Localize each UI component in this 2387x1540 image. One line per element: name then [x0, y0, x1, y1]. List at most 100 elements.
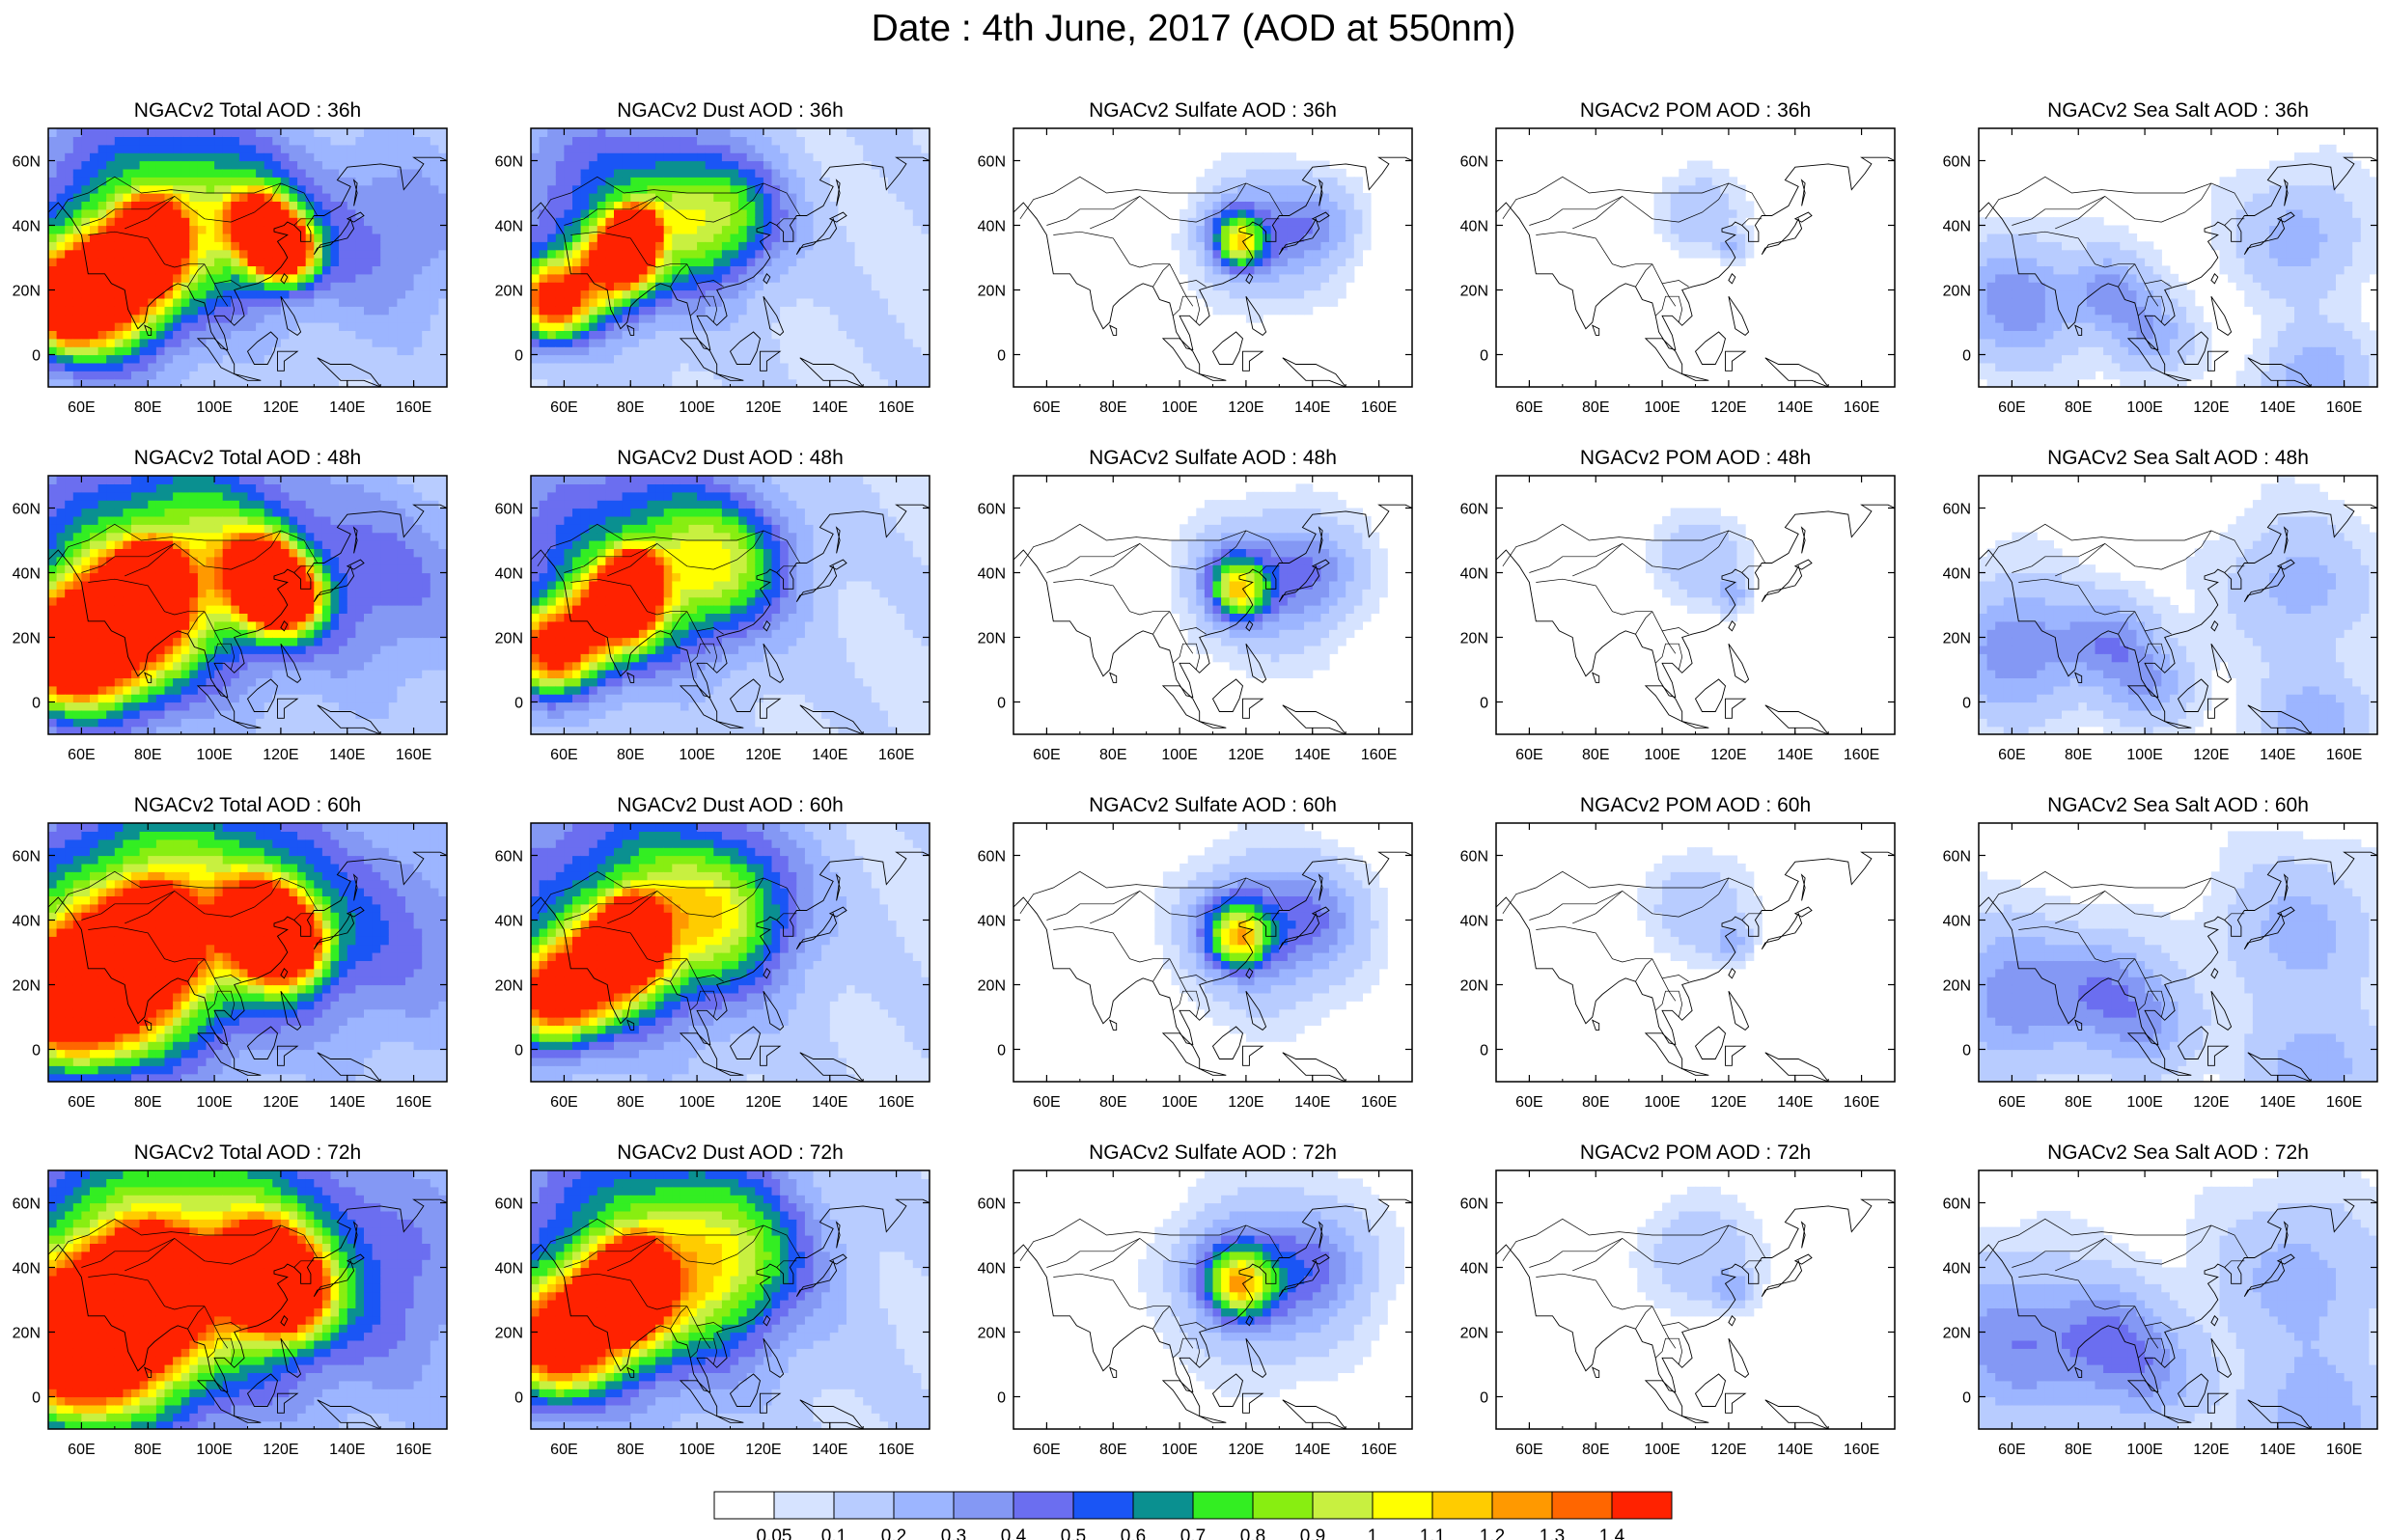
aod-cell	[372, 297, 381, 307]
aod-cell	[422, 177, 431, 186]
aod-cell	[672, 338, 681, 347]
aod-cell	[589, 168, 598, 178]
aod-cell	[372, 225, 381, 234]
aod-cell	[56, 726, 66, 734]
aod-cell	[630, 354, 640, 364]
aod-cell	[713, 249, 723, 259]
aod-cell	[2352, 265, 2362, 275]
aod-cell	[539, 144, 548, 153]
aod-cell	[2344, 289, 2353, 299]
aod-cell	[555, 289, 565, 299]
aod-cell	[647, 354, 656, 364]
aod-cell	[56, 273, 66, 283]
aod-cell	[547, 249, 557, 259]
aod-cell	[638, 144, 649, 153]
aod-cell	[1229, 306, 1238, 316]
aod-cell	[1295, 241, 1305, 251]
aod-cell	[2352, 273, 2362, 283]
aod-cell	[2152, 354, 2162, 364]
aod-cell	[372, 306, 381, 316]
aod-cell	[1662, 225, 1672, 234]
aod-cell	[2028, 314, 2038, 323]
aod-cell	[1204, 168, 1214, 178]
aod-cell	[647, 241, 656, 251]
aod-cell	[1196, 258, 1206, 266]
aod-cell	[256, 208, 265, 218]
aod-cell	[2086, 265, 2096, 275]
aod-cell	[2318, 241, 2328, 251]
aod-cell	[180, 193, 190, 202]
aod-cell	[297, 168, 307, 178]
aod-cell	[1287, 249, 1297, 259]
aod-cell	[1695, 217, 1705, 227]
aod-cell	[180, 144, 190, 153]
aod-cell	[672, 136, 681, 146]
aod-cell	[1745, 208, 1755, 218]
aod-cell	[264, 338, 273, 347]
aod-cell	[1270, 184, 1280, 194]
aod-cell	[65, 677, 74, 687]
aod-cell	[330, 168, 340, 178]
aod-cell	[106, 322, 116, 331]
aod-cell	[173, 160, 182, 170]
aod-cell	[2161, 362, 2171, 371]
aod-cell	[1986, 314, 1996, 323]
aod-cell	[1337, 241, 1346, 251]
aod-cell	[1329, 297, 1339, 307]
aod-cell	[430, 168, 439, 178]
aod-cell	[131, 362, 141, 371]
island-outline	[1278, 217, 1320, 255]
aod-cell	[2194, 314, 2204, 323]
aod-cell	[65, 653, 74, 663]
aod-cell	[2028, 371, 2038, 380]
aod-cell	[2127, 362, 2138, 371]
aod-cell	[572, 168, 582, 178]
aod-cell	[630, 306, 640, 316]
aod-cell	[189, 177, 199, 186]
aod-cell	[2012, 289, 2021, 299]
aod-cell	[2145, 306, 2154, 316]
aod-cell	[372, 265, 381, 275]
lat-tick-label: 60N	[1943, 154, 1971, 171]
aod-cell	[123, 144, 132, 153]
aod-cell	[796, 362, 806, 371]
aod-cell	[339, 128, 348, 137]
aod-cell	[829, 354, 839, 364]
aod-cell	[289, 201, 298, 210]
aod-cell	[339, 168, 348, 178]
aod-cell	[131, 354, 141, 364]
aod-cell	[1995, 249, 2005, 259]
aod-cell	[139, 378, 149, 387]
aod-cell	[1312, 258, 1321, 266]
aod-cell	[896, 354, 905, 364]
aod-cell	[197, 362, 208, 371]
aod-cell	[264, 289, 273, 299]
aod-cell	[796, 371, 806, 380]
aod-cell	[148, 249, 157, 259]
aod-cell	[2252, 354, 2262, 364]
aod-cell	[164, 354, 174, 364]
aod-cell	[355, 136, 365, 146]
aod-cell	[1229, 168, 1238, 178]
aod-cell	[2078, 362, 2088, 371]
aod-cell	[90, 322, 99, 331]
aod-cell	[388, 201, 398, 210]
aod-cell	[81, 273, 91, 283]
aod-cell	[804, 330, 815, 340]
aod-cell	[2044, 338, 2054, 347]
country-border	[1536, 231, 1689, 288]
aod-cell	[1295, 201, 1305, 210]
aod-cell	[256, 330, 265, 340]
aod-cell	[231, 354, 240, 364]
aod-cell	[2302, 258, 2312, 266]
aod-cell	[605, 338, 615, 347]
aod-cell	[123, 193, 132, 202]
aod-cell	[164, 297, 174, 307]
aod-cell	[2012, 265, 2021, 275]
aod-cell	[672, 378, 681, 387]
aod-cell	[114, 282, 124, 291]
aod-cell	[829, 330, 839, 340]
aod-cell	[297, 314, 307, 323]
aod-cell	[1337, 273, 1346, 283]
aod-cell	[422, 160, 431, 170]
